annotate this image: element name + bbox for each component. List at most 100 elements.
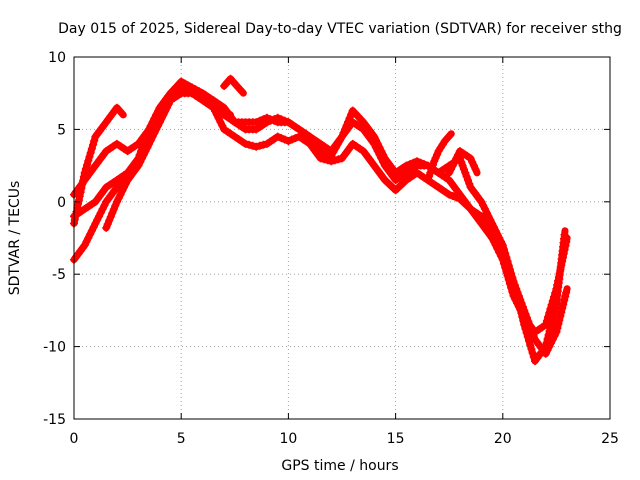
x-tick-label: 0 [70, 431, 79, 447]
data-point [141, 136, 149, 145]
data-point [120, 183, 128, 192]
data-point [553, 324, 562, 333]
data-point [541, 342, 550, 351]
data-point [105, 216, 114, 225]
data-point [121, 179, 130, 188]
data-point [214, 114, 223, 123]
data-point [137, 147, 145, 156]
data-point [521, 324, 530, 333]
data-point [116, 107, 125, 116]
data-point [517, 309, 526, 317]
series-trace-5 [70, 84, 569, 366]
data-point [108, 209, 117, 217]
data-point [347, 110, 356, 119]
data-point [459, 165, 468, 174]
data-point [89, 223, 98, 232]
data-point [375, 150, 384, 159]
y-tick-label: 5 [57, 122, 66, 138]
data-point [464, 176, 472, 185]
data-point [263, 113, 271, 122]
data-point [86, 230, 95, 239]
data-point [427, 164, 436, 173]
data-point [98, 205, 107, 213]
data-point [154, 121, 162, 130]
data-point [561, 292, 570, 301]
data-point [557, 308, 566, 317]
data-point [291, 134, 300, 143]
data-point [330, 156, 339, 165]
data-point [280, 135, 289, 144]
data-point [469, 161, 478, 170]
data-point [145, 125, 153, 134]
data-point [273, 132, 282, 141]
data-point [266, 115, 275, 124]
data-point [270, 116, 279, 125]
data-point [87, 226, 96, 235]
data-point [148, 118, 157, 127]
data-point [457, 158, 466, 166]
x-tick-label: 25 [601, 431, 619, 447]
data-point [493, 230, 502, 239]
data-point [503, 257, 512, 266]
data-point [509, 277, 518, 286]
data-point [89, 140, 98, 149]
data-point [154, 107, 162, 116]
data-point [161, 107, 170, 116]
data-point [166, 89, 175, 98]
data-point [445, 190, 454, 199]
data-point [525, 337, 533, 345]
data-point [216, 118, 225, 127]
data-point [544, 330, 553, 339]
series-trace-8 [423, 130, 455, 185]
data-point [560, 230, 569, 239]
data-point [526, 341, 535, 349]
data-point [546, 322, 555, 331]
data-point [484, 212, 493, 221]
data-point [447, 165, 455, 174]
data-point [545, 326, 554, 335]
data-point [556, 312, 565, 321]
data-point [504, 261, 513, 270]
data-point [255, 141, 264, 150]
data-point [542, 338, 551, 347]
data-point [448, 192, 457, 200]
data-point [143, 129, 152, 137]
data-point [84, 234, 93, 242]
data-point [320, 155, 329, 164]
data-point [425, 172, 433, 181]
x-axis-ticks: 0 5 10 15 20 25 [70, 57, 619, 447]
data-point [491, 226, 500, 235]
data-point [95, 212, 103, 221]
data-point [152, 125, 161, 134]
y-tick-label: 10 [48, 50, 66, 66]
data-point [134, 154, 143, 163]
data-point [118, 186, 127, 195]
data-point [497, 237, 505, 246]
data-points [70, 74, 571, 366]
data-point [514, 297, 523, 306]
data-point [80, 241, 89, 250]
data-point [522, 328, 531, 337]
data-point [90, 136, 99, 145]
data-point [109, 205, 118, 214]
data-point [236, 85, 245, 94]
data-point [516, 305, 525, 314]
data-point [471, 165, 480, 174]
data-point [277, 134, 286, 143]
data-point [284, 137, 293, 145]
data-point [157, 114, 166, 123]
data-point [248, 141, 257, 150]
data-point [482, 208, 491, 217]
data-point [559, 300, 568, 309]
data-point [560, 296, 569, 305]
data-point [93, 215, 102, 224]
data-point [150, 114, 159, 123]
data-point [146, 121, 155, 130]
data-point [85, 152, 94, 161]
data-point [155, 118, 164, 127]
data-point [502, 253, 511, 262]
data-point [549, 311, 558, 319]
series-trace-6 [220, 74, 247, 97]
y-tick-label: -5 [52, 267, 66, 283]
